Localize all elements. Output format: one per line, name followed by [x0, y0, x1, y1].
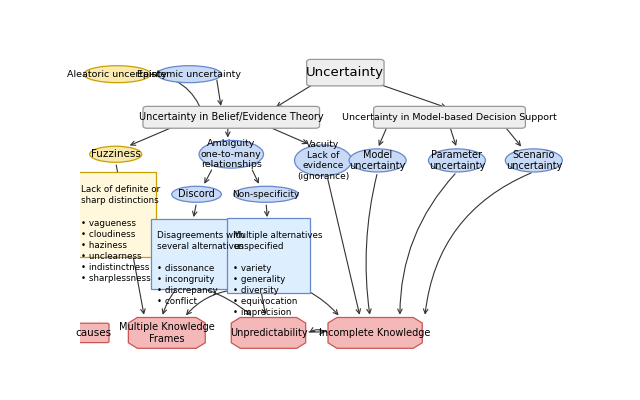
- FancyBboxPatch shape: [78, 323, 109, 343]
- FancyBboxPatch shape: [151, 219, 232, 290]
- Ellipse shape: [294, 145, 351, 176]
- Polygon shape: [231, 318, 306, 348]
- Text: Uncertainty in Model-based Decision Support: Uncertainty in Model-based Decision Supp…: [342, 113, 557, 122]
- Ellipse shape: [84, 66, 150, 83]
- Ellipse shape: [428, 149, 486, 172]
- Text: Multiple Knowledge
Frames: Multiple Knowledge Frames: [119, 322, 214, 344]
- Text: Multiple alternatives
unspecified

• variety
• generality
• diversity
• equivoca: Multiple alternatives unspecified • vari…: [233, 230, 323, 317]
- Ellipse shape: [199, 140, 264, 168]
- Text: Disagreements with
several alternatives

• dissonance
• incongruity
• discrepanc: Disagreements with several alternatives …: [157, 231, 244, 306]
- Text: Scenario
uncertainty: Scenario uncertainty: [506, 150, 562, 171]
- Ellipse shape: [157, 66, 221, 83]
- Text: Incomplete Knowledge: Incomplete Knowledge: [319, 328, 431, 338]
- Ellipse shape: [172, 186, 221, 202]
- Text: Uncertainty in Belief/Evidence Theory: Uncertainty in Belief/Evidence Theory: [139, 112, 324, 122]
- Text: causes: causes: [76, 328, 111, 338]
- Text: Lack of definite or
sharp distinctions

• vagueness
• cloudiness
• haziness
• un: Lack of definite or sharp distinctions •…: [81, 185, 161, 283]
- Text: Unpredictability: Unpredictability: [230, 328, 307, 338]
- Ellipse shape: [506, 149, 563, 172]
- Polygon shape: [328, 318, 422, 348]
- FancyBboxPatch shape: [307, 59, 384, 86]
- Text: Fuzziness: Fuzziness: [91, 149, 141, 159]
- FancyBboxPatch shape: [143, 106, 319, 128]
- Text: Parameter
uncertainty: Parameter uncertainty: [429, 150, 485, 171]
- Polygon shape: [129, 318, 205, 348]
- Text: Non-specificity: Non-specificity: [232, 190, 300, 199]
- Text: Model
uncertainty: Model uncertainty: [349, 150, 406, 171]
- Ellipse shape: [349, 149, 406, 172]
- Text: Vacuity
Lack of
evidence
(ignorance): Vacuity Lack of evidence (ignorance): [297, 140, 349, 180]
- Text: Epistemic uncertainty: Epistemic uncertainty: [137, 70, 241, 79]
- FancyBboxPatch shape: [227, 218, 310, 293]
- Text: Aleatoric uncertainty: Aleatoric uncertainty: [67, 70, 167, 79]
- FancyBboxPatch shape: [374, 106, 525, 128]
- FancyBboxPatch shape: [76, 172, 156, 257]
- Ellipse shape: [234, 186, 298, 202]
- Ellipse shape: [90, 146, 141, 162]
- Text: Ambiguity
one-to-many
relationships: Ambiguity one-to-many relationships: [201, 139, 262, 169]
- Text: Uncertainty: Uncertainty: [307, 66, 385, 79]
- Text: Discord: Discord: [178, 189, 215, 199]
